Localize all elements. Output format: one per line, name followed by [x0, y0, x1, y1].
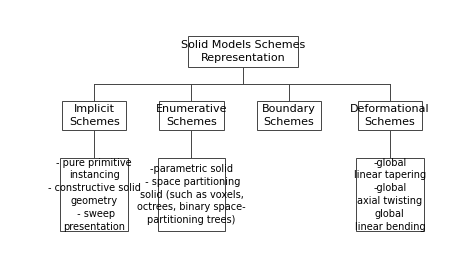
FancyBboxPatch shape — [159, 101, 224, 130]
Text: Boundary
Schemes: Boundary Schemes — [262, 104, 316, 127]
FancyBboxPatch shape — [257, 101, 321, 130]
FancyBboxPatch shape — [188, 36, 298, 67]
Text: -parametric solid
 - space partitioning
solid (such as voxels,
octrees, binary s: -parametric solid - space partitioning s… — [137, 164, 246, 225]
FancyBboxPatch shape — [356, 158, 424, 231]
Text: Deformational
Schemes: Deformational Schemes — [350, 104, 429, 127]
Text: Implicit
Schemes: Implicit Schemes — [69, 104, 119, 127]
Text: -global
linear tapering
-global
axial twisting
global
linear bending: -global linear tapering -global axial tw… — [354, 158, 426, 232]
FancyBboxPatch shape — [62, 101, 126, 130]
FancyBboxPatch shape — [60, 158, 128, 231]
FancyBboxPatch shape — [157, 158, 226, 231]
Text: Solid Models Schemes
Representation: Solid Models Schemes Representation — [181, 40, 305, 63]
Text: - pure primitive
instancing
- constructive solid
geometry
 - sweep
presentation: - pure primitive instancing - constructi… — [48, 158, 141, 232]
FancyBboxPatch shape — [358, 101, 422, 130]
Text: Enumerative
Schemes: Enumerative Schemes — [156, 104, 227, 127]
